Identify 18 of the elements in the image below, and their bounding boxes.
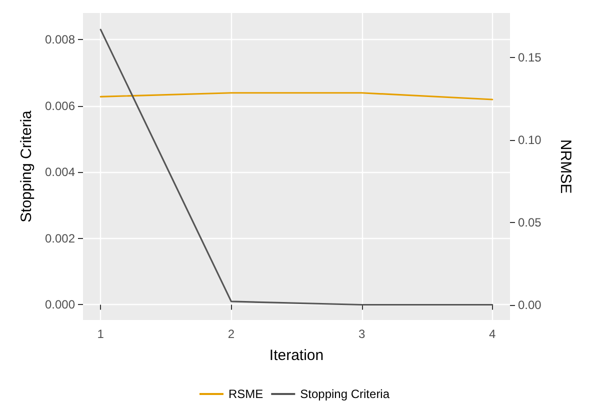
y-tick-label: 0.008 [44,32,76,47]
x-axis-title: Iteration [269,347,324,364]
y2-tick-label: 0.15 [518,50,542,65]
y2-tick-label: 0.10 [518,133,542,148]
y-axis-title: Stopping Criteria [18,110,36,222]
x-tick-label: 4 [489,327,496,341]
y-tick-label: 0.006 [44,98,76,113]
y2-tick-label: 0.05 [518,216,542,230]
y-tick-label: 0.002 [44,231,76,246]
y2-tick-label: 0.00 [518,298,542,312]
y2-axis-title: NRMSE [557,139,574,194]
y-tick-label: 0.000 [44,298,76,312]
x-tick-label: 2 [228,327,235,341]
y-tick-label: 0.004 [44,165,76,180]
legend-label: Stopping Criteria [300,387,390,401]
x-tick-label: 3 [358,327,366,341]
x-tick-label: 1 [97,327,104,341]
legend-label: RSME [228,387,264,401]
